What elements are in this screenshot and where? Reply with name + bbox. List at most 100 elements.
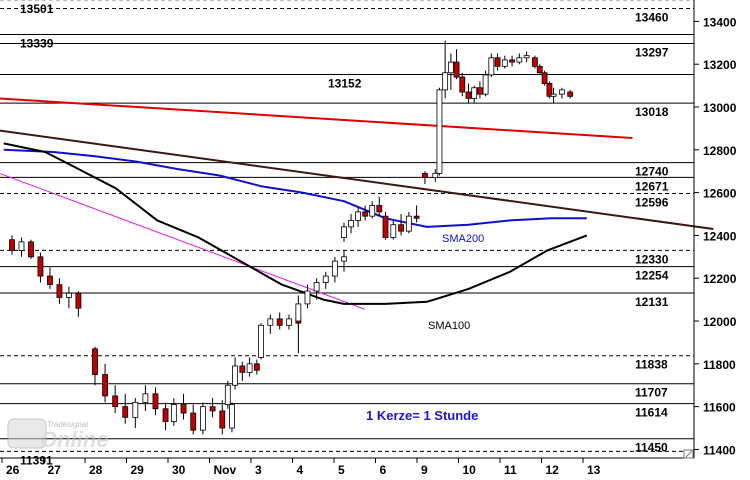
y-tick-label-12000: 12000 — [703, 315, 737, 329]
candle-body-58 — [471, 87, 478, 99]
trendline-0 — [0, 97, 633, 140]
level-label-11391: 11391 — [20, 453, 53, 467]
candle-body-22 — [229, 404, 235, 429]
candle-body-61 — [488, 57, 495, 76]
level-label-11450: 11450 — [635, 441, 668, 455]
x-tick-label-4: 4 — [297, 463, 304, 477]
candle-body-72 — [558, 89, 565, 95]
candle-body-14 — [152, 393, 159, 410]
candle-body-16 — [170, 404, 177, 423]
y-tick-label-13400: 13400 — [703, 15, 737, 29]
sma100-label: SMA100 — [428, 320, 470, 332]
resize-handle-icon[interactable] — [683, 449, 694, 459]
x-tick-label-6: 6 — [380, 463, 387, 477]
tradesignal-logo: Tradesignal Online — [7, 418, 108, 452]
candle-body-28 — [258, 324, 264, 358]
candle-body-60 — [482, 74, 489, 95]
candle-body-39 — [341, 226, 347, 238]
candle-body-7 — [75, 292, 82, 309]
candle-body-38 — [341, 256, 347, 262]
plot-area: 1350113460133391329713152130181274012671… — [0, 0, 714, 467]
x-tick-label-29: 29 — [131, 463, 145, 477]
y-tick-label-11800: 11800 — [703, 358, 736, 372]
candle-body-59 — [477, 87, 483, 95]
candle-body-6 — [66, 292, 72, 298]
level-label-12740: 12740 — [635, 165, 669, 179]
candle-body-51 — [432, 172, 439, 179]
candle-body-55 — [453, 61, 460, 78]
candle-body-65 — [516, 57, 523, 63]
candle-body-47 — [398, 224, 404, 232]
x-tick-label-5: 5 — [338, 463, 345, 477]
candle-body-31 — [286, 318, 292, 326]
x-tick-label-3: 3 — [255, 463, 262, 477]
x-tick-label-10: 10 — [463, 463, 477, 477]
candle-body-30 — [276, 318, 283, 326]
x-tick-label-26: 26 — [6, 463, 20, 477]
level-label-13460: 13460 — [635, 11, 669, 25]
x-tick-label-Nov: Nov — [214, 463, 237, 477]
candle-body-56 — [459, 76, 466, 93]
candle-body-19 — [199, 406, 206, 431]
candle-body-21 — [219, 410, 226, 429]
x-tick-label-12: 12 — [546, 463, 560, 477]
level-label-13018: 13018 — [635, 105, 669, 119]
candle-body-17 — [180, 404, 187, 414]
level-label-13297: 13297 — [635, 45, 669, 59]
candle-body-45 — [382, 215, 389, 238]
x-tick-label-30: 30 — [172, 463, 186, 477]
candle-body-29 — [267, 318, 274, 326]
level-label-13152: 13152 — [328, 76, 362, 90]
level-label-11838: 11838 — [635, 358, 668, 372]
candle-body-13 — [142, 393, 149, 403]
candle-body-20 — [209, 406, 216, 412]
level-label-12596: 12596 — [635, 195, 669, 209]
y-tick-label-12400: 12400 — [703, 229, 737, 243]
y-axis: 13400 13200 13000 12800 12600 12400 12200 12000… — [694, 15, 737, 457]
candle-body-37 — [331, 260, 338, 277]
candle-body-34 — [304, 290, 311, 305]
candle-body-4 — [47, 275, 53, 286]
candle-body-35 — [313, 282, 320, 292]
svg-text:Tradesignal: Tradesignal — [47, 420, 88, 429]
candle-body-18 — [190, 412, 197, 431]
candle-body-5 — [56, 284, 63, 298]
candle-body-71 — [550, 93, 557, 97]
candle-body-36 — [322, 275, 329, 283]
candle-body-41 — [355, 211, 362, 221]
candle-body-42 — [362, 211, 369, 217]
y-tick-label-12200: 12200 — [703, 272, 737, 286]
level-label-12254: 12254 — [635, 269, 669, 283]
svg-text:Online: Online — [40, 427, 108, 452]
candle-body-26 — [246, 363, 253, 373]
candle-body-46 — [390, 224, 397, 238]
candle-body-48 — [405, 215, 412, 232]
candle-body-40 — [348, 220, 354, 228]
candle-body-63 — [501, 59, 508, 67]
level-label-11707: 11707 — [635, 386, 668, 400]
candle-body-25 — [239, 365, 246, 373]
candle-body-43 — [369, 205, 376, 217]
x-tick-label-13: 13 — [587, 463, 601, 477]
candle-body-12 — [132, 401, 139, 418]
candle-body-57 — [465, 91, 472, 99]
x-tick-label-11: 11 — [504, 463, 517, 477]
candle-body-67 — [532, 57, 538, 67]
series-sma100 — [3, 142, 588, 305]
candle-body-27 — [253, 363, 260, 371]
candle-body-15 — [162, 408, 169, 423]
candle-body-11 — [122, 406, 129, 418]
trendline-1 — [0, 129, 714, 230]
candle-body-33 — [295, 303, 302, 322]
x-axis: 26 27 28 29 30 Nov 3 4 5 6 9 10 11 12 13 — [1, 458, 601, 477]
candle-body-52 — [436, 89, 443, 174]
y-tick-label-12800: 12800 — [703, 144, 737, 158]
level-label-11614: 11614 — [635, 406, 668, 420]
y-tick-label-11600: 11600 — [703, 401, 736, 415]
candle-body-0 — [9, 239, 15, 251]
x-tick-label-28: 28 — [89, 463, 103, 477]
candle-body-64 — [509, 59, 515, 63]
y-tick-label-12600: 12600 — [703, 187, 737, 201]
candle-body-49 — [413, 215, 420, 219]
